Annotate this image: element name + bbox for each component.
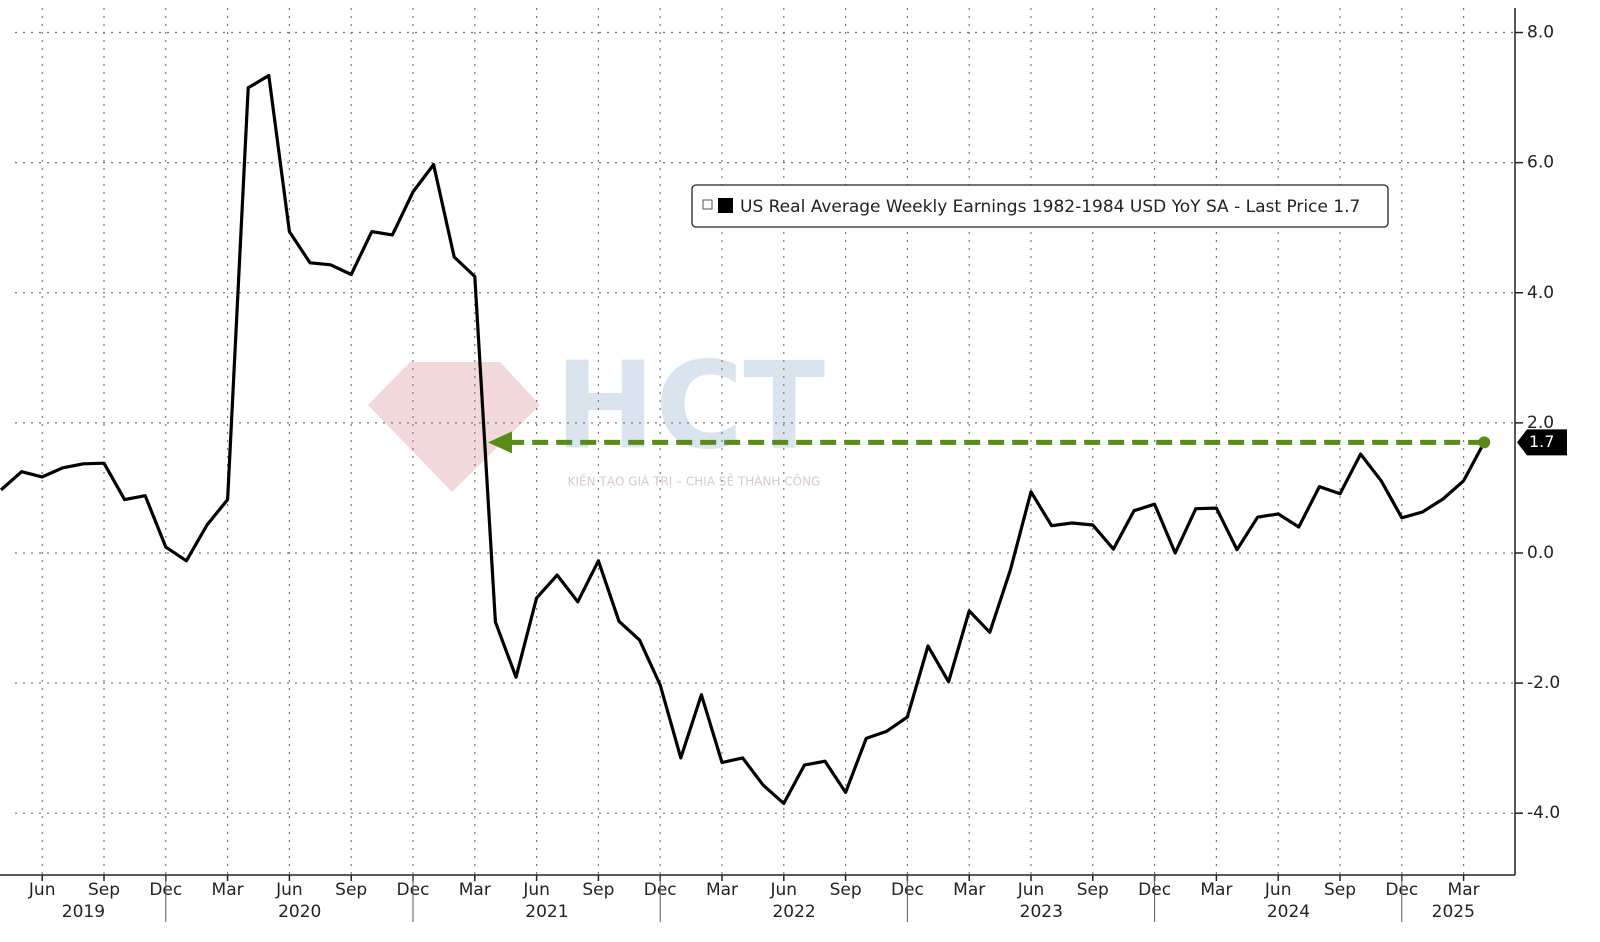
year-label: 2025 <box>1432 902 1475 922</box>
x-tick-label: Sep <box>335 880 367 900</box>
year-label: 2023 <box>1020 902 1063 922</box>
watermark-title: HCT <box>555 338 825 477</box>
x-tick-label: Mar <box>459 880 491 900</box>
x-tick-label: Mar <box>1200 880 1232 900</box>
last-price-label: 1.7 <box>1529 432 1554 451</box>
last-point <box>1478 436 1491 449</box>
legend-box <box>691 184 1389 228</box>
year-label: 2024 <box>1267 902 1310 922</box>
x-tick-label: Mar <box>706 880 738 900</box>
year-label: 2021 <box>525 902 568 922</box>
y-tick-label: 4.0 <box>1527 283 1554 303</box>
watermark-subtitle: KIẾN TẠO GIÁ TRỊ – CHIA SẺ THÀNH CÔNG <box>568 473 821 489</box>
y-tick-label: 2.0 <box>1527 413 1554 433</box>
legend-swatch <box>718 198 733 213</box>
legend: US Real Average Weekly Earnings 1982-198… <box>691 184 1389 228</box>
x-tick-label: Jun <box>1264 880 1292 900</box>
x-tick-label: Sep <box>1077 880 1109 900</box>
y-tick-label: 8.0 <box>1527 23 1554 43</box>
watermark-logo <box>368 362 540 492</box>
x-tick-label: Sep <box>88 880 120 900</box>
x-tick-label: Sep <box>582 880 614 900</box>
year-label: 2022 <box>772 902 815 922</box>
x-tick-label: Mar <box>212 880 244 900</box>
legend-collapse-icon <box>702 199 713 210</box>
year-label: 2020 <box>278 902 321 922</box>
arrow-head <box>488 431 512 454</box>
data-line <box>0 73 1486 805</box>
year-label: 2019 <box>62 902 105 922</box>
x-tick-label: Jun <box>522 880 550 900</box>
x-tick-label: Jun <box>1017 880 1045 900</box>
x-tick-label: Jun <box>275 880 303 900</box>
x-tick-label: Sep <box>1324 880 1356 900</box>
y-tick-label: 0.0 <box>1527 543 1554 563</box>
last-price-box <box>1517 429 1567 456</box>
x-tick-label: Mar <box>1448 880 1480 900</box>
x-tick-label: Jun <box>770 880 798 900</box>
x-tick-label: Sep <box>830 880 862 900</box>
y-tick-label: -4.0 <box>1527 803 1560 823</box>
legend-label: US Real Average Weekly Earnings 1982-198… <box>740 197 1360 217</box>
x-tick-label: Jun <box>28 880 56 900</box>
y-tick-label: -2.0 <box>1527 673 1560 693</box>
y-tick-label: 6.0 <box>1527 153 1554 173</box>
x-tick-label: Mar <box>953 880 985 900</box>
